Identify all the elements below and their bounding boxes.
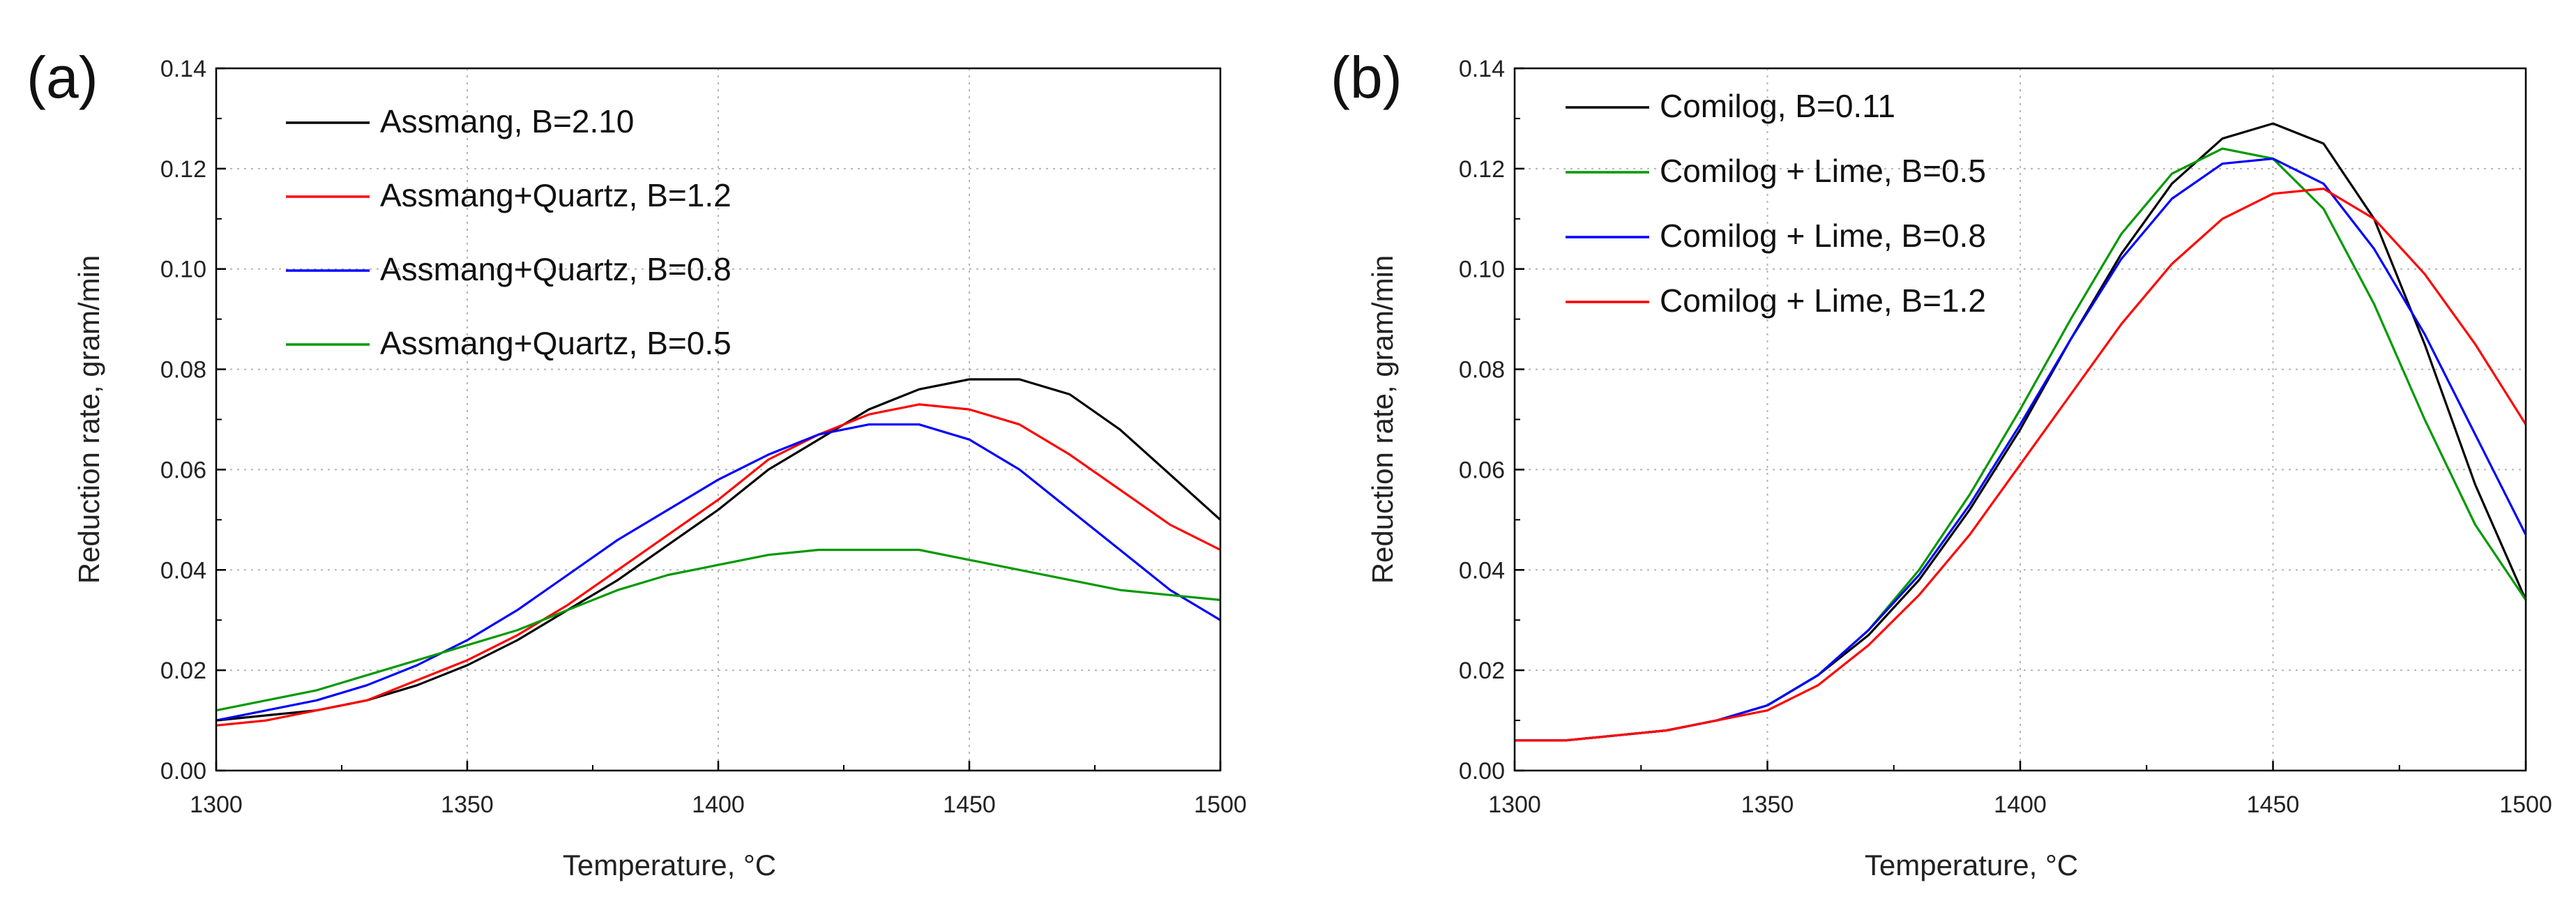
legend-label-2: Comilog + Lime, B=0.5 (1660, 153, 1986, 189)
legend-label-4: Comilog + Lime, B=1.2 (1660, 282, 1986, 319)
y-tick-label: 0.04 (160, 557, 206, 584)
legend-label-2: Assmang+Quartz, B=1.2 (380, 177, 732, 213)
chart-panel-b: 0.00 0.02 0.04 0.06 0.08 0.10 0.12 0.14 1300 1350… (1331, 45, 2552, 881)
x-tick-label: 1400 (692, 791, 745, 818)
legend-label-3: Comilog + Lime, B=0.8 (1660, 218, 1986, 254)
series-line-4 (1515, 188, 2527, 742)
series-line-2 (215, 403, 1221, 727)
panel-label: (a) (26, 45, 98, 110)
y-tick-label: 0.02 (1459, 658, 1505, 684)
x-tick-label: 1500 (2499, 791, 2552, 818)
y-axis-title: Reduction rate, gram/min (1366, 255, 1399, 584)
y-tick-label: 0.00 (1459, 758, 1505, 785)
series-line-3 (215, 423, 1221, 722)
y-axis-title: Reduction rate, gram/min (73, 255, 105, 584)
chart-panel-a: 0.00 0.02 0.04 0.06 0.08 0.10 0.12 0.14 1300 1350… (26, 45, 1247, 881)
y-tick-label: 0.02 (160, 658, 206, 684)
y-tick-label: 0.14 (160, 56, 206, 82)
x-axis-title: Temperature, °C (1865, 849, 2078, 881)
y-tick-label: 0.12 (160, 156, 206, 183)
legend-label-4: Assmang+Quartz, B=0.5 (380, 325, 732, 361)
y-tick-label: 0.06 (160, 457, 206, 483)
x-tick-label: 1300 (1488, 791, 1541, 818)
y-tick-label: 0.12 (1459, 156, 1505, 183)
y-tick-label: 0.08 (160, 357, 206, 384)
legend: Comilog, B=0.11 Comilog + Lime, B=0.5 Comi… (1566, 88, 1986, 319)
x-tick-label: 1500 (1194, 791, 1247, 818)
legend: Assmang, B=2.10 Assmang+Quartz, B=1.2 Assm… (286, 103, 732, 361)
y-tick-label: 0.10 (160, 257, 206, 283)
legend-label-1: Comilog, B=0.11 (1660, 88, 1895, 124)
panel-label: (b) (1331, 45, 1402, 110)
legend-label-1: Assmang, B=2.10 (380, 103, 634, 139)
x-tick-label: 1350 (1741, 791, 1794, 818)
x-tick-label: 1400 (1994, 791, 2047, 818)
x-tick-label: 1300 (190, 791, 243, 818)
x-tick-label: 1450 (943, 791, 996, 818)
x-tick-label: 1450 (2247, 791, 2300, 818)
y-tick-label: 0.00 (160, 758, 206, 785)
y-tick-label: 0.08 (1459, 357, 1505, 384)
series-line-4 (215, 548, 1221, 712)
series-line-1 (215, 378, 1222, 722)
y-tick-label: 0.04 (1459, 557, 1505, 584)
y-tick-label: 0.10 (1459, 257, 1505, 283)
x-tick-label: 1350 (441, 791, 494, 818)
legend-label-3: Assmang+Quartz, B=0.8 (380, 251, 732, 287)
y-tick-label: 0.14 (1459, 56, 1505, 82)
y-tick-label: 0.06 (1459, 457, 1505, 483)
x-axis-title: Temperature, °C (563, 849, 776, 881)
